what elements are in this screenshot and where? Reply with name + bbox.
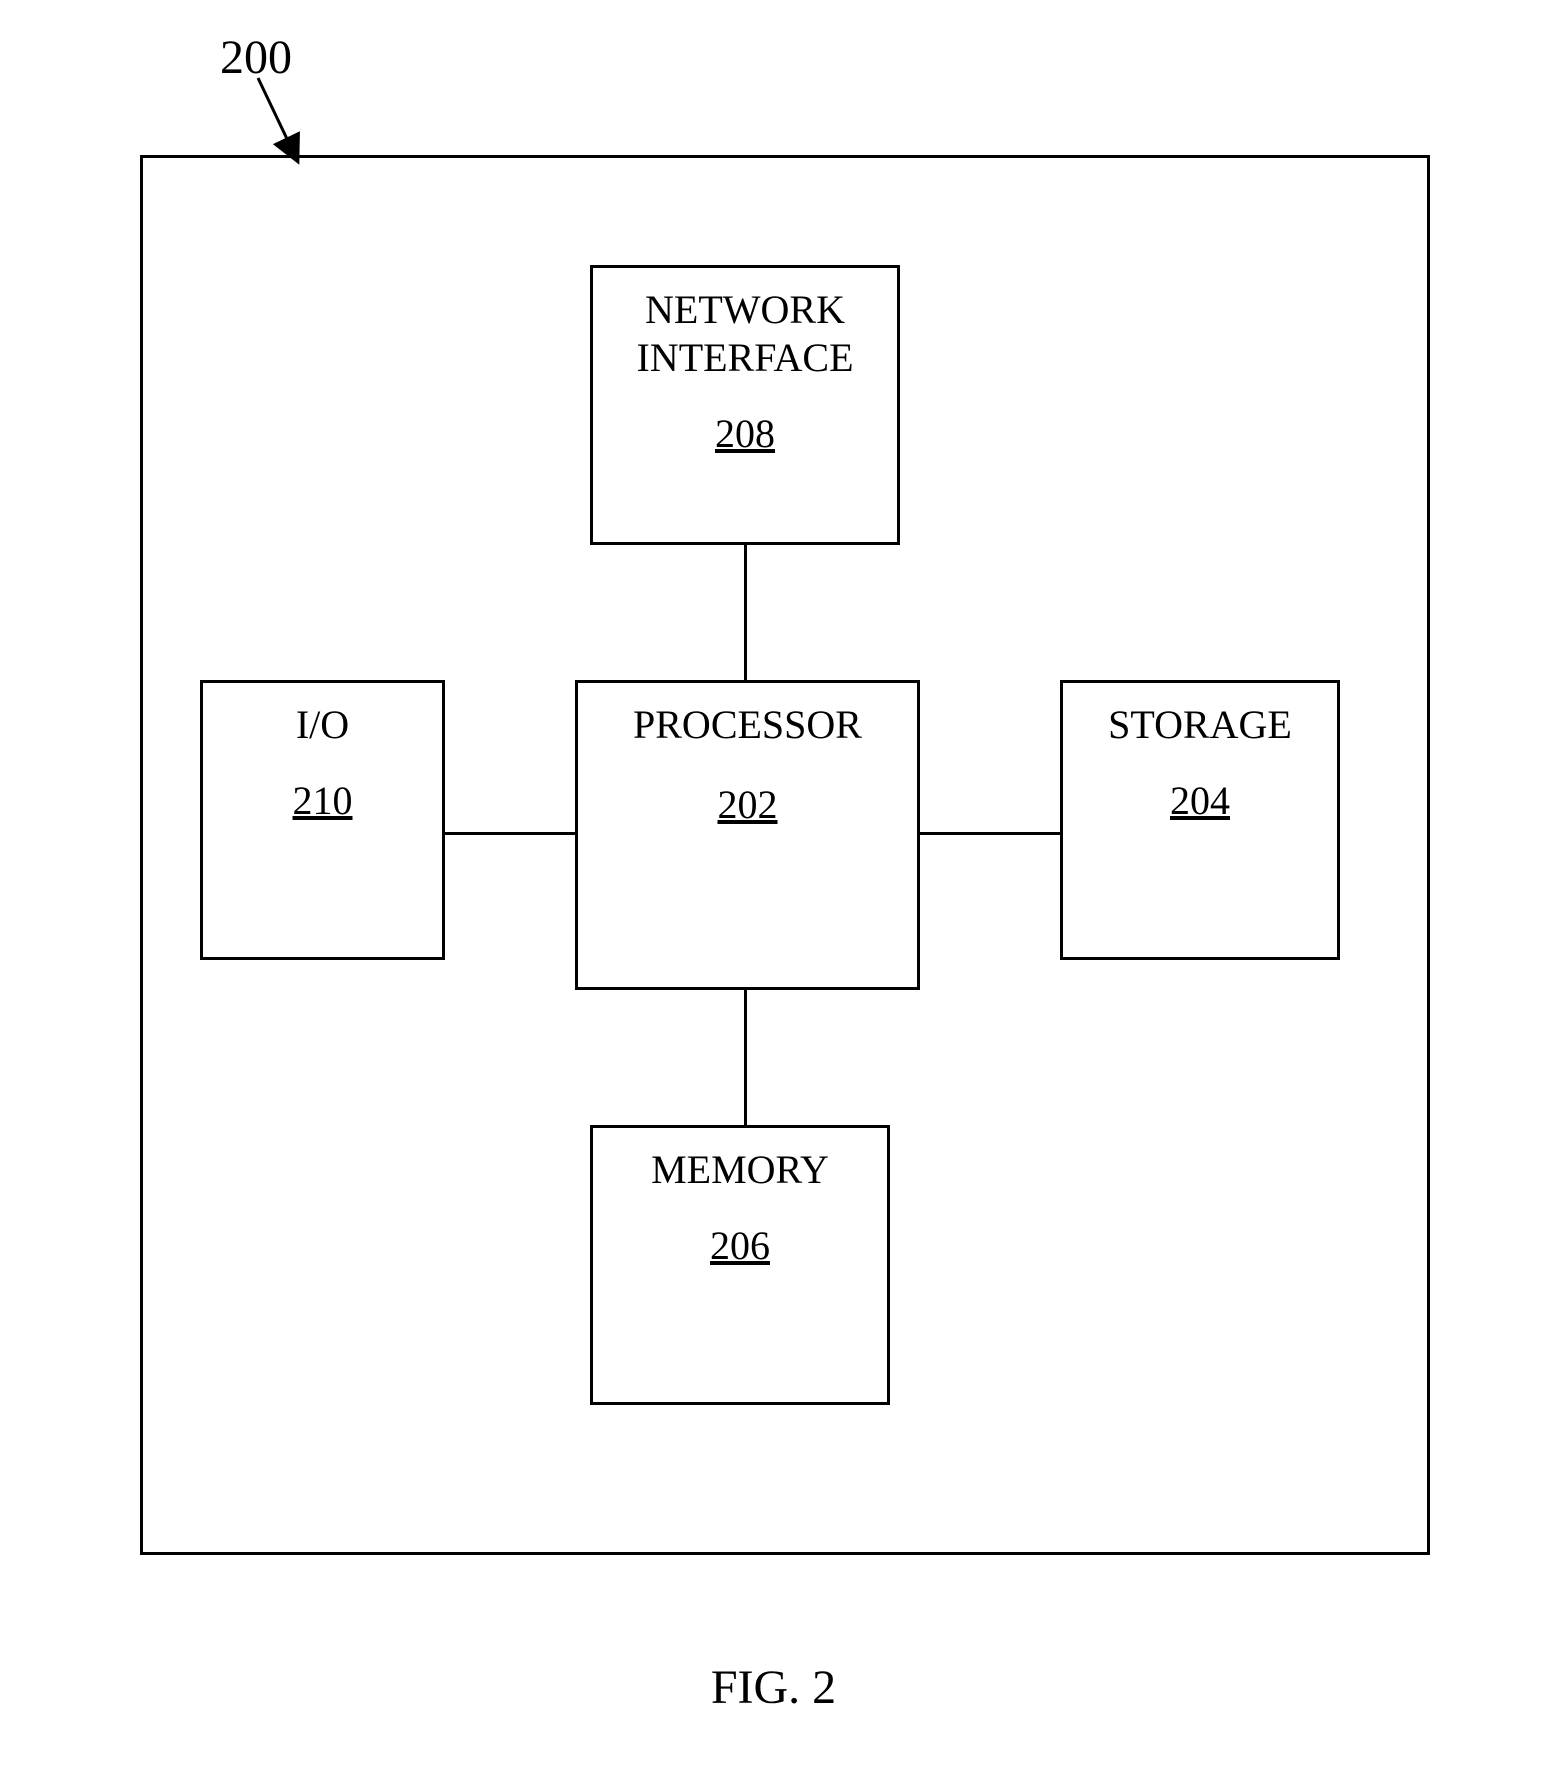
figure-caption: FIG. 2 bbox=[0, 1660, 1547, 1715]
node-number: 206 bbox=[710, 1222, 770, 1269]
node-label: I/O bbox=[296, 701, 349, 749]
connector-bottom bbox=[744, 990, 747, 1125]
node-io: I/O 210 bbox=[200, 680, 445, 960]
node-network-interface: NETWORK INTERFACE 208 bbox=[590, 265, 900, 545]
node-number: 208 bbox=[715, 410, 775, 457]
node-label: STORAGE bbox=[1108, 701, 1292, 749]
node-label: MEMORY bbox=[651, 1146, 829, 1194]
node-number: 204 bbox=[1170, 777, 1230, 824]
node-label: NETWORK INTERFACE bbox=[593, 286, 897, 382]
node-memory: MEMORY 206 bbox=[590, 1125, 890, 1405]
connector-right bbox=[920, 832, 1060, 835]
node-number: 210 bbox=[293, 777, 353, 824]
connector-top bbox=[744, 545, 747, 680]
node-storage: STORAGE 204 bbox=[1060, 680, 1340, 960]
node-processor: PROCESSOR 202 bbox=[575, 680, 920, 990]
node-number: 202 bbox=[718, 781, 778, 828]
diagram-canvas: 200 NETWORK INTERFACE 208 PROCESSOR 202 … bbox=[0, 0, 1547, 1789]
node-label: PROCESSOR bbox=[633, 701, 862, 749]
connector-left bbox=[445, 832, 575, 835]
